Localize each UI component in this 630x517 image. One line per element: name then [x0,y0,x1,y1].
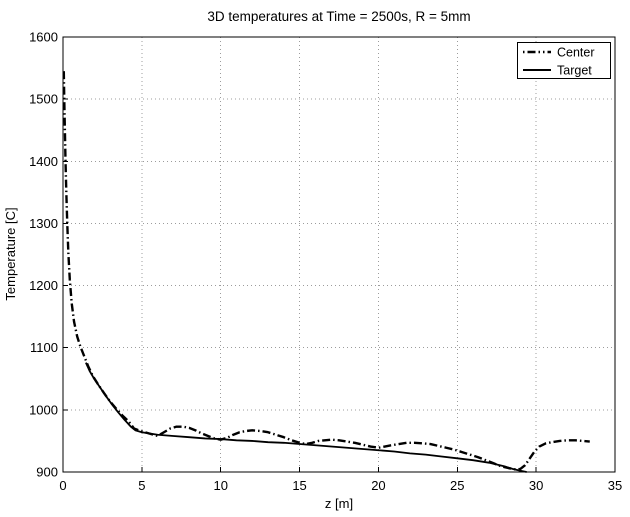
series-layer [62,71,590,473]
y-tick-label: 1100 [30,340,58,355]
y-tick-label: 1400 [29,154,58,169]
y-tick-label: 1000 [29,402,58,417]
x-tick-label: 10 [213,478,227,493]
chart-title: 3D temperatures at Time = 2500s, R = 5mm [207,9,470,24]
y-tick-label: 1200 [29,278,58,293]
x-tick-label: 0 [59,478,66,493]
tick-label-layer: 0 5 10 15 20 25 30 35 900 1000 1100 1200 1300 1400 150… [29,30,622,494]
legend: Center Target [517,42,611,79]
tick-layer [62,36,616,473]
series-line-center [62,71,590,471]
x-tick-label: 25 [450,478,464,493]
x-tick-label: 30 [529,478,543,493]
x-tick-label: 5 [138,478,145,493]
x-tick-label: 15 [292,478,306,493]
legend-target-label: Target [557,64,592,78]
x-tick-label: 20 [371,478,385,493]
y-tick-label: 900 [36,465,58,480]
axes-box [62,36,616,473]
x-axis-label: z [m] [325,496,353,511]
grid-layer [63,37,615,472]
legend-box [517,42,611,79]
y-tick-label: 1300 [29,216,58,231]
y-axis-label: Temperature [C] [3,207,18,300]
legend-center-label: Center [557,46,595,60]
x-tick-label: 35 [608,478,622,493]
series-line-target [85,362,527,473]
y-tick-label: 1600 [29,30,58,45]
y-tick-label: 1500 [29,92,58,107]
